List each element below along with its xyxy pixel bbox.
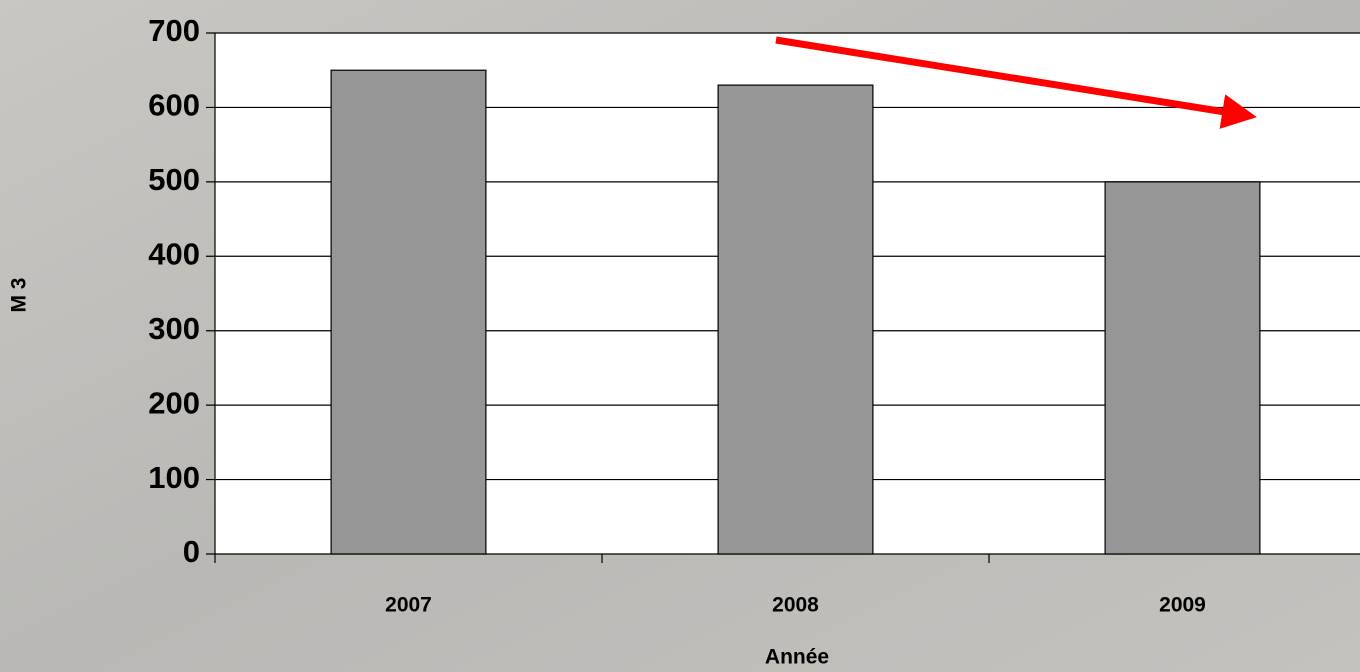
- trend-arrow: [775, 36, 1257, 129]
- y-tick-label: 0: [183, 534, 200, 569]
- bar: [1104, 181, 1261, 555]
- x-tick-label: 2008: [772, 594, 819, 617]
- y-tick-label: 500: [148, 162, 200, 197]
- bar: [330, 69, 487, 555]
- y-tick-label: 700: [148, 13, 200, 48]
- y-axis-title: M 3: [8, 277, 31, 312]
- y-tick-label: 100: [148, 460, 200, 495]
- bar: [717, 84, 874, 555]
- y-tick-label: 600: [148, 88, 200, 123]
- y-tick-label: 300: [148, 311, 200, 346]
- x-tick-label: 2007: [385, 594, 432, 617]
- x-tick-label: 2009: [1159, 594, 1206, 617]
- x-axis-title: Année: [765, 646, 829, 669]
- y-tick-label: 400: [148, 236, 200, 271]
- y-tick-label: 200: [148, 385, 200, 420]
